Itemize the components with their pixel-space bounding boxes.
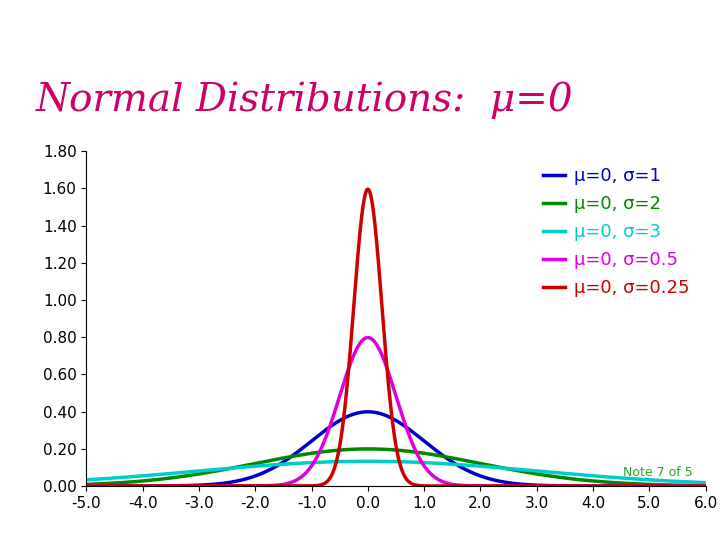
μ=0, σ=3 xyxy=(26,480,35,486)
μ=0, σ=0.5 xyxy=(143,483,151,489)
μ=0, σ=0.25 xyxy=(314,482,323,489)
μ=0, σ=3 xyxy=(143,472,151,478)
μ=0, σ=0.5 xyxy=(688,483,697,489)
μ=0, σ=2 xyxy=(701,482,710,489)
μ=0, σ=0.5 xyxy=(314,451,323,457)
μ=0, σ=0.25 xyxy=(616,483,624,489)
μ=0, σ=0.5 xyxy=(26,483,35,489)
μ=0, σ=1 xyxy=(616,483,624,489)
μ=0, σ=2 xyxy=(143,477,151,484)
μ=0, σ=2 xyxy=(285,454,294,460)
Text: Normal Distributions:  μ=0: Normal Distributions: μ=0 xyxy=(36,82,574,119)
μ=0, σ=3 xyxy=(364,458,372,464)
μ=0, σ=0.25 xyxy=(143,483,151,489)
μ=0, σ=2 xyxy=(688,482,697,489)
μ=0, σ=0.25 xyxy=(701,483,710,489)
μ=0, σ=0.5 xyxy=(616,483,624,489)
μ=0, σ=2 xyxy=(314,449,323,456)
Line: μ=0, σ=1: μ=0, σ=1 xyxy=(30,412,706,486)
μ=0, σ=0.5 xyxy=(701,483,710,489)
μ=0, σ=0.5 xyxy=(364,334,372,341)
Line: μ=0, σ=0.25: μ=0, σ=0.25 xyxy=(30,189,706,486)
μ=0, σ=3 xyxy=(701,480,710,486)
μ=0, σ=0.5 xyxy=(285,480,294,487)
μ=0, σ=3 xyxy=(616,475,624,481)
μ=0, σ=0.5 xyxy=(103,483,112,489)
μ=0, σ=3 xyxy=(103,475,112,482)
μ=0, σ=1 xyxy=(26,483,35,489)
μ=0, σ=1 xyxy=(314,433,323,439)
μ=0, σ=3 xyxy=(285,461,294,467)
μ=0, σ=2 xyxy=(364,446,372,452)
Legend: μ=0, σ=1, μ=0, σ=2, μ=0, σ=3, μ=0, σ=0.5, μ=0, σ=0.25: μ=0, σ=1, μ=0, σ=2, μ=0, σ=3, μ=0, σ=0.5… xyxy=(536,160,696,305)
Line: μ=0, σ=3: μ=0, σ=3 xyxy=(30,461,706,483)
μ=0, σ=0.25 xyxy=(688,483,697,489)
μ=0, σ=0.25 xyxy=(103,483,112,489)
μ=0, σ=0.25 xyxy=(26,483,35,489)
μ=0, σ=2 xyxy=(103,480,112,487)
Line: μ=0, σ=2: μ=0, σ=2 xyxy=(30,449,706,485)
μ=0, σ=1 xyxy=(364,409,372,415)
μ=0, σ=1 xyxy=(688,483,697,489)
μ=0, σ=2 xyxy=(616,480,624,486)
μ=0, σ=1 xyxy=(285,455,294,461)
μ=0, σ=0.25 xyxy=(285,483,294,489)
μ=0, σ=0.25 xyxy=(364,186,372,192)
μ=0, σ=1 xyxy=(143,483,151,489)
μ=0, σ=1 xyxy=(103,483,112,489)
μ=0, σ=3 xyxy=(314,459,323,465)
Line: μ=0, σ=0.5: μ=0, σ=0.5 xyxy=(30,338,706,486)
μ=0, σ=1 xyxy=(701,483,710,489)
μ=0, σ=3 xyxy=(688,479,697,485)
Text: Note 7 of 5: Note 7 of 5 xyxy=(624,467,693,480)
μ=0, σ=2 xyxy=(26,482,35,489)
